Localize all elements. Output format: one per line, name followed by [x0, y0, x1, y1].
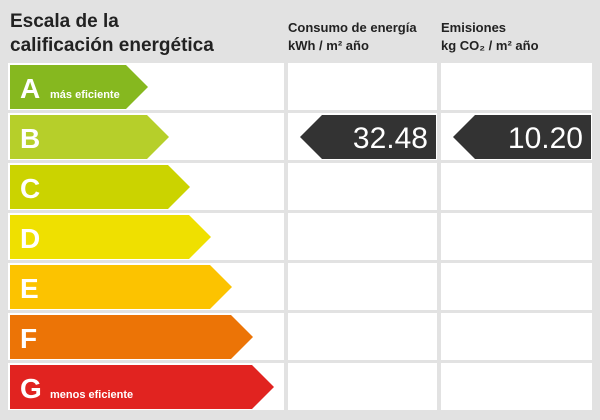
rating-letter: A — [20, 73, 40, 104]
cell — [288, 263, 437, 310]
rating-arrow — [10, 265, 232, 309]
rating-letter: D — [20, 223, 40, 254]
cell — [288, 363, 437, 410]
rating-letter: E — [20, 273, 39, 304]
value-label: 10.20 — [508, 122, 583, 155]
rating-arrow — [10, 115, 169, 159]
title-line: calificación energética — [10, 35, 214, 56]
title-line: Escala de la — [10, 11, 119, 32]
rating-letter: B — [20, 123, 40, 154]
cell — [441, 163, 592, 210]
column-title: Emisiones — [441, 20, 506, 35]
rating-letter: G — [20, 373, 42, 404]
column-unit: kWh / m² año — [288, 38, 369, 53]
rating-note: menos eficiente — [50, 389, 133, 401]
value-pointer — [453, 115, 591, 159]
cell — [288, 313, 437, 360]
value-pointer — [300, 115, 436, 159]
cell — [288, 63, 437, 110]
cell — [441, 363, 592, 410]
rating-arrow — [10, 215, 211, 259]
cell — [441, 263, 592, 310]
cell — [441, 63, 592, 110]
value-label: 32.48 — [353, 122, 428, 155]
cell — [288, 213, 437, 260]
cell — [441, 213, 592, 260]
cell — [288, 163, 437, 210]
rating-arrow — [10, 315, 253, 359]
cell — [441, 313, 592, 360]
column-title: Consumo de energía — [288, 20, 417, 35]
rating-arrow — [10, 365, 274, 409]
rating-letter: F — [20, 323, 37, 354]
rating-note: más eficiente — [50, 89, 120, 101]
rating-letter: C — [20, 173, 40, 204]
column-unit: kg CO₂ / m² año — [441, 38, 539, 53]
rating-arrow — [10, 165, 190, 209]
rating-arrow — [10, 65, 148, 109]
